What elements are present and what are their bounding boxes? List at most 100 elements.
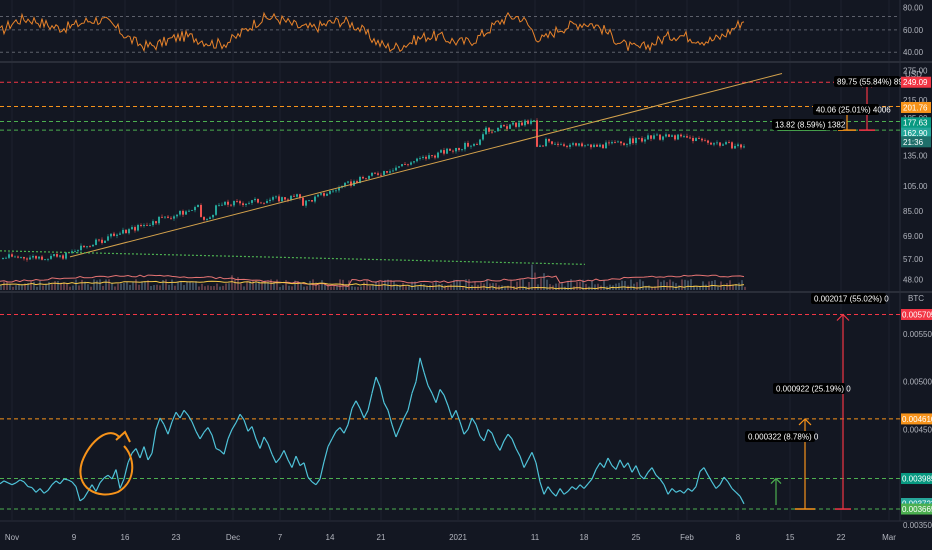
ratio-line-segment xyxy=(59,478,65,485)
rsi-tick-label: 40.00 xyxy=(903,48,924,57)
ratio-line-segment xyxy=(363,410,369,419)
candle-body xyxy=(587,144,589,146)
candle-body xyxy=(140,224,142,226)
volume-bar xyxy=(714,280,716,290)
volume-bar xyxy=(558,283,560,290)
ratio-line-segment xyxy=(39,488,45,494)
candle-body xyxy=(167,216,169,218)
ratio-line-segment xyxy=(403,410,409,419)
candle-body xyxy=(65,252,67,259)
candle-body xyxy=(11,254,13,257)
volume-bar xyxy=(27,283,29,290)
candle-body xyxy=(734,145,736,149)
candle-body xyxy=(632,138,634,144)
ratio-line-segment xyxy=(315,478,321,486)
volume-bar xyxy=(291,286,293,290)
ratio-line-segment xyxy=(423,372,429,386)
ratio-line-segment xyxy=(43,489,49,494)
volume-bar xyxy=(57,281,59,290)
volume-bar xyxy=(24,283,26,290)
ratio-line-segment xyxy=(199,431,205,440)
x-tick-label: 21 xyxy=(377,533,386,542)
ratio-line-segment xyxy=(691,486,697,492)
volume-bar xyxy=(402,282,404,290)
candle-body xyxy=(536,120,538,147)
x-tick-label: Mar xyxy=(882,533,896,542)
candle-body xyxy=(530,120,532,124)
ratio-line-segment xyxy=(247,426,253,432)
candle-body xyxy=(494,131,496,133)
ratio-line-segment xyxy=(635,465,641,476)
candle-body xyxy=(119,233,121,235)
ratio-line-segment xyxy=(427,385,433,394)
volume-bar xyxy=(585,283,587,290)
candle-body xyxy=(287,199,289,201)
ratio-line-segment xyxy=(395,427,401,438)
candle-body xyxy=(425,156,427,159)
volume-bar xyxy=(180,280,182,290)
volume-bar xyxy=(555,283,557,290)
ratio-line-segment xyxy=(739,495,745,505)
candle-body xyxy=(233,201,235,206)
volume-bar xyxy=(648,285,650,290)
candle-body xyxy=(635,137,637,144)
volume-bar xyxy=(69,286,71,290)
candle-body xyxy=(182,210,184,215)
ratio-line-segment xyxy=(95,482,101,492)
candle-body xyxy=(533,120,535,122)
volume-bar xyxy=(435,281,437,290)
ratio-panel: 0.0055000.0050000.0045000.0040000.003500… xyxy=(0,293,932,530)
candle-body xyxy=(236,201,238,202)
candle-body xyxy=(578,143,580,146)
candle-body xyxy=(410,162,412,165)
volume-bar xyxy=(528,282,530,290)
volume-bar xyxy=(360,286,362,290)
ratio-line-segment xyxy=(587,478,593,485)
ratio-line-segment xyxy=(203,427,209,433)
candle-body xyxy=(479,139,481,145)
candle-body xyxy=(647,135,649,140)
volume-bar xyxy=(198,286,200,290)
ratio-currency-label: BTC xyxy=(908,294,924,303)
candle-body xyxy=(296,194,298,197)
ratio-line-segment xyxy=(219,449,225,455)
ratio-line-segment xyxy=(699,467,705,472)
ratio-line-segment xyxy=(619,459,625,468)
candle-body xyxy=(332,190,334,192)
volume-bar xyxy=(174,285,176,290)
volume-bar xyxy=(297,280,299,290)
volume-bar xyxy=(108,279,110,290)
candle-body xyxy=(239,201,241,204)
ratio-line-segment xyxy=(507,433,513,440)
ratio-line-segment xyxy=(79,497,85,502)
candle-body xyxy=(329,191,331,194)
volume-bar xyxy=(459,280,461,290)
ratio-line-segment xyxy=(331,431,337,440)
ratio-line-segment xyxy=(387,410,393,425)
x-tick-label: 18 xyxy=(580,533,589,542)
ratio-measure-orange-arrow xyxy=(798,418,812,426)
volume-bar xyxy=(270,279,272,290)
candle-body xyxy=(92,244,94,247)
candle-body xyxy=(503,125,505,127)
candle-body xyxy=(659,134,661,140)
candle-body xyxy=(656,134,658,136)
candle-body xyxy=(74,251,76,253)
volume-bar xyxy=(576,281,578,290)
candle-body xyxy=(380,174,382,176)
ratio-line-segment xyxy=(707,474,713,483)
ratio-line-segment xyxy=(703,467,709,476)
candle-body xyxy=(689,137,691,139)
ratio-line-segment xyxy=(591,469,597,480)
volume-bar xyxy=(120,283,122,290)
candle-body xyxy=(155,221,157,224)
volume-bar xyxy=(465,279,467,290)
candle-body xyxy=(539,145,541,147)
x-tick-label: Feb xyxy=(680,533,694,542)
candle-body xyxy=(344,182,346,186)
volume-bar xyxy=(147,280,149,290)
ratio-line-segment xyxy=(531,452,537,464)
ratio-line-segment xyxy=(679,489,685,494)
measure-label: 13.82 (8.59%) 1382 xyxy=(775,121,846,130)
